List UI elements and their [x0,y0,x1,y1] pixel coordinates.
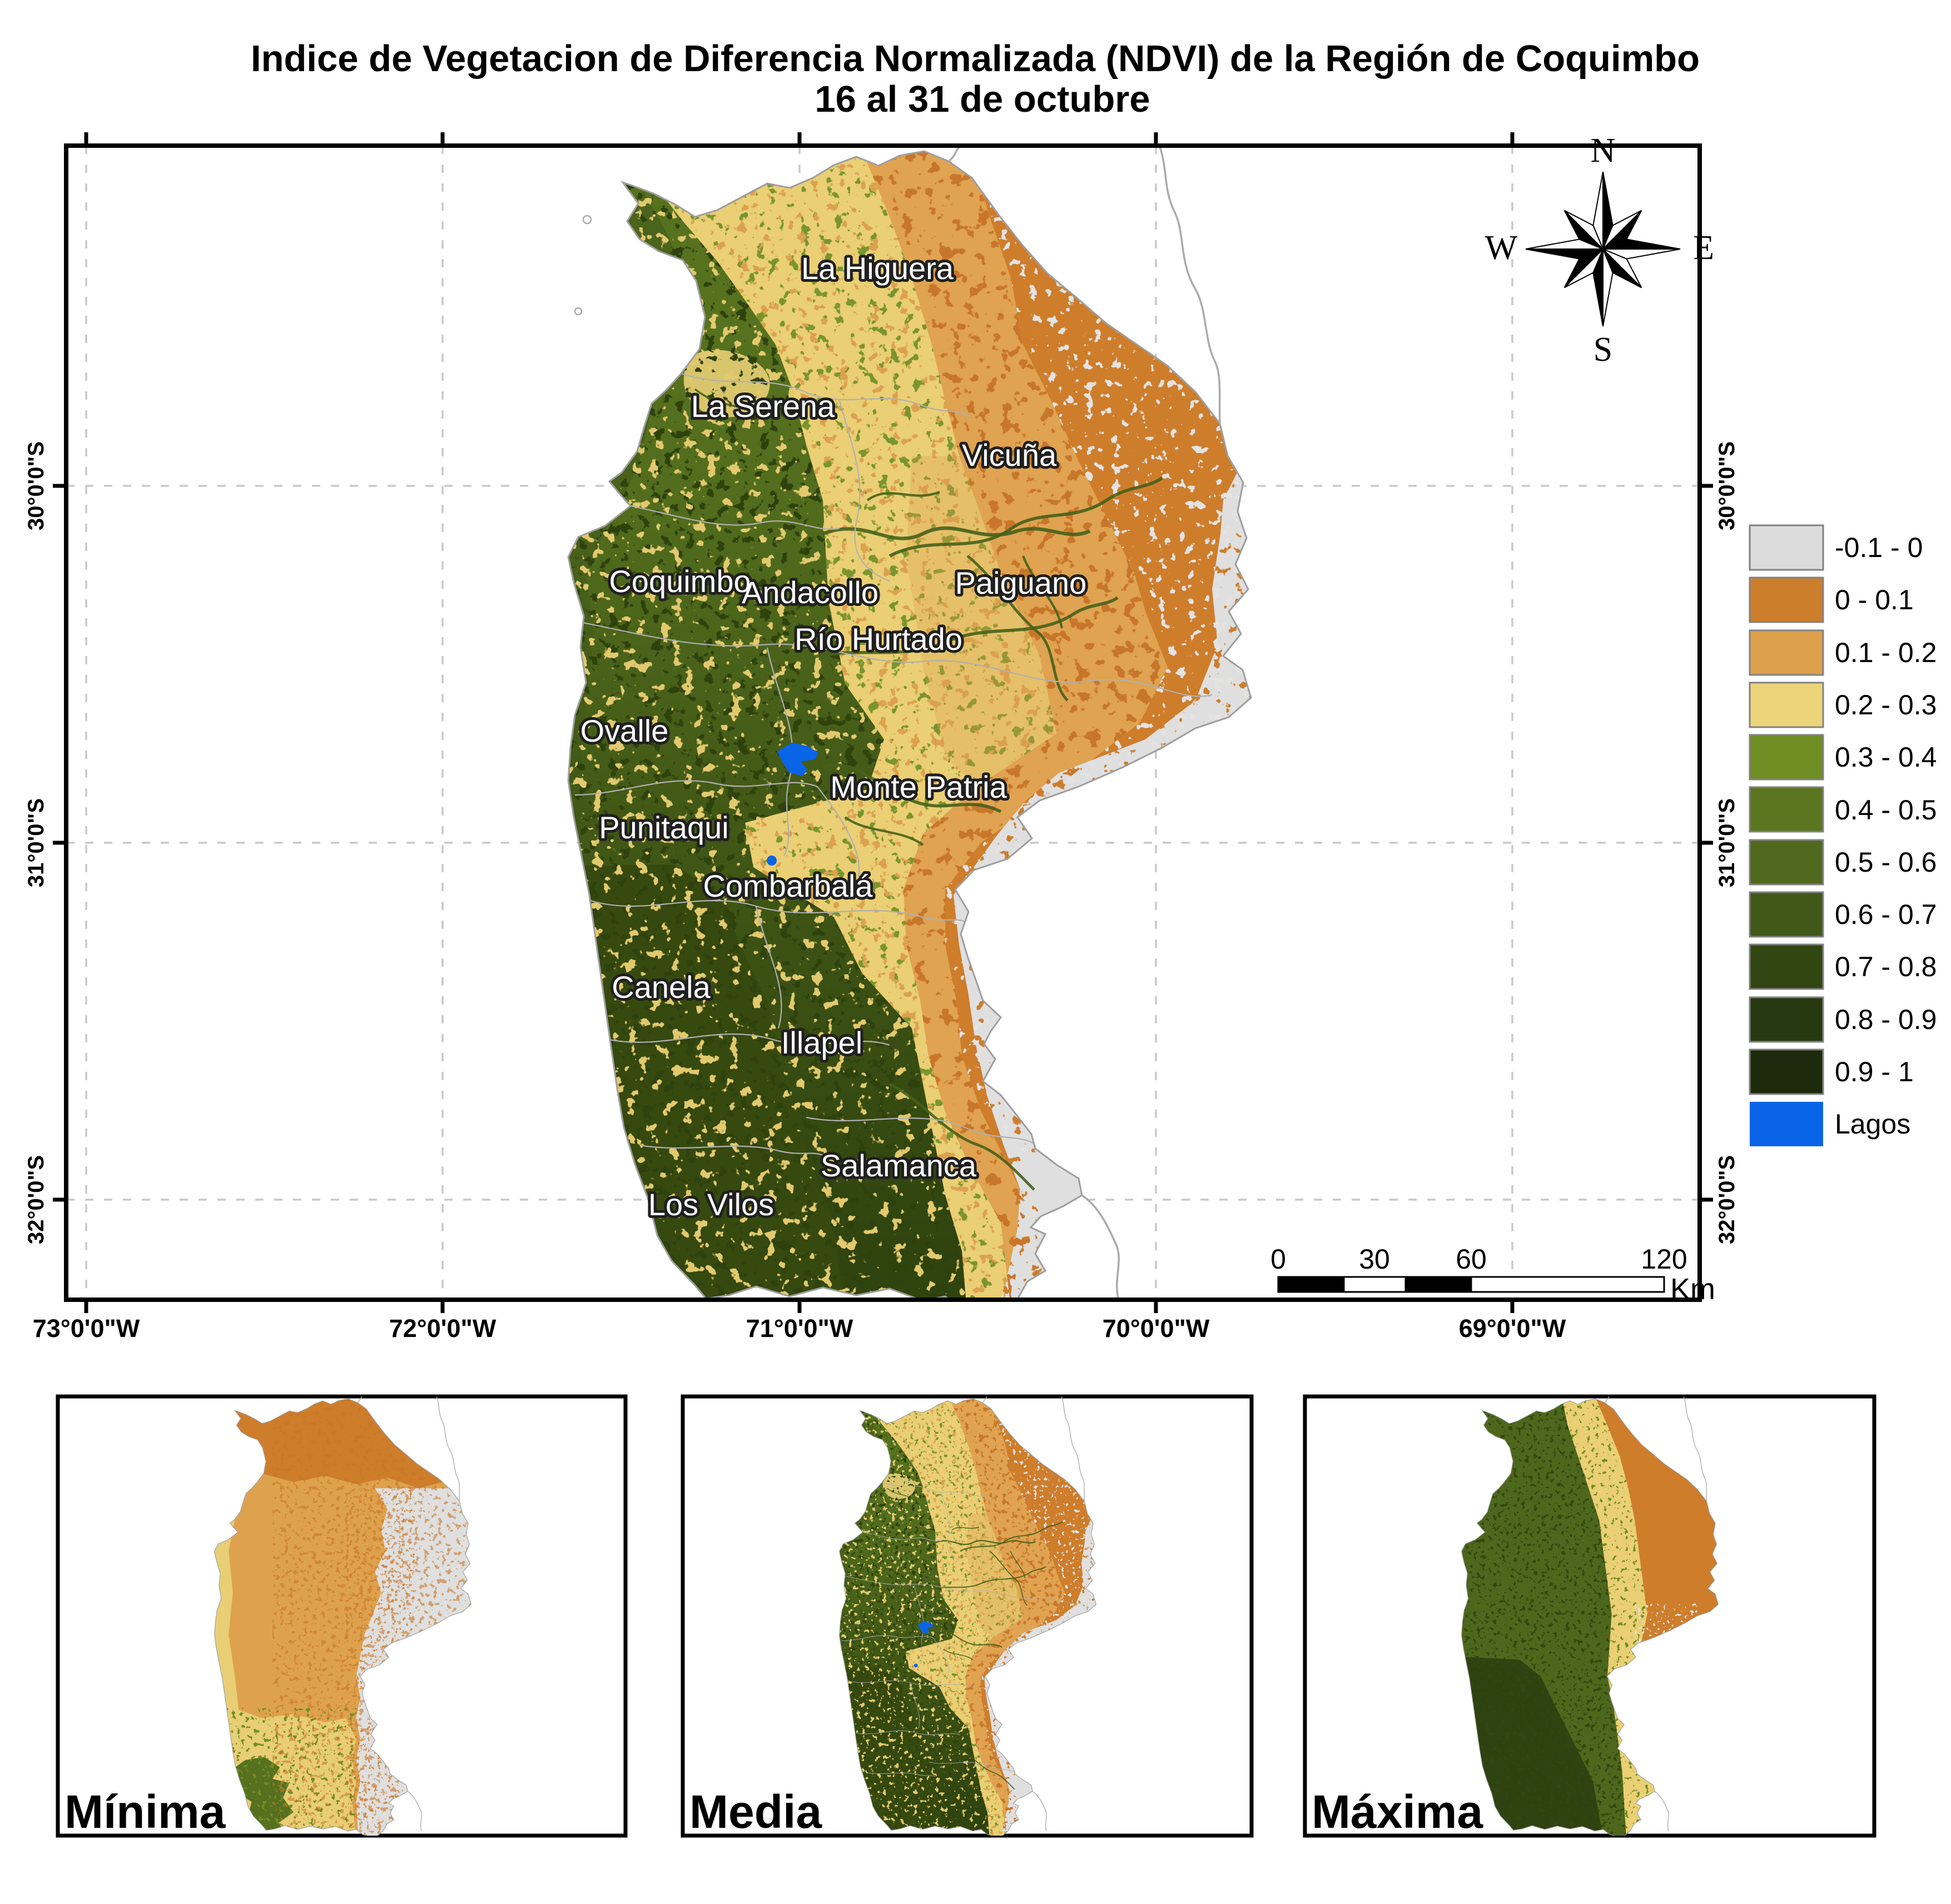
svg-text:0.3 - 0.4: 0.3 - 0.4 [1835,742,1937,773]
svg-text:30°0'0"S: 30°0'0"S [1715,441,1739,530]
svg-text:Paiguano: Paiguano [955,565,1087,600]
svg-text:Coquimbo: Coquimbo [609,564,751,599]
svg-text:0.9 - 1: 0.9 - 1 [1835,1056,1914,1087]
svg-text:32°0'0"S: 32°0'0"S [1715,1155,1739,1244]
svg-text:La Serena: La Serena [691,389,835,424]
svg-text:Río Hurtado: Río Hurtado [795,622,962,657]
svg-text:Vicuña: Vicuña [962,438,1057,473]
svg-text:72°0'0"W: 72°0'0"W [389,1314,497,1343]
svg-text:30°0'0"S: 30°0'0"S [24,441,48,530]
svg-text:Máxima: Máxima [1312,1786,1483,1838]
svg-text:0.8 - 0.9: 0.8 - 0.9 [1835,1004,1937,1035]
svg-text:71°0'0"W: 71°0'0"W [746,1314,853,1343]
svg-text:31°0'0"S: 31°0'0"S [1715,798,1739,887]
svg-text:Los Vilos: Los Vilos [648,1187,774,1222]
svg-text:0.2 - 0.3: 0.2 - 0.3 [1835,689,1937,720]
svg-text:Mínima: Mínima [64,1786,226,1838]
svg-text:La Higuera: La Higuera [801,251,954,286]
svg-text:W: W [1485,229,1518,267]
svg-text:30: 30 [1359,1244,1390,1275]
svg-text:73°0'0"W: 73°0'0"W [33,1314,140,1343]
svg-text:0.1 - 0.2: 0.1 - 0.2 [1835,637,1937,668]
svg-text:Río Hurtado: Río Hurtado [795,622,962,657]
svg-text:Canela: Canela [612,970,711,1005]
svg-text:Monte Patria: Monte Patria [830,769,1007,804]
svg-text:E: E [1693,229,1714,267]
svg-text:0: 0 [1270,1244,1286,1275]
svg-text:Coquimbo: Coquimbo [609,564,751,599]
svg-text:0.4 - 0.5: 0.4 - 0.5 [1835,794,1937,826]
svg-text:Andacollo: Andacollo [742,575,878,610]
svg-text:Lagos: Lagos [1835,1108,1910,1140]
svg-text:Salamanca: Salamanca [821,1148,977,1183]
svg-text:Combarbalá: Combarbalá [703,868,873,903]
svg-text:31°0'0"S: 31°0'0"S [24,798,48,887]
svg-text:69°0'0"W: 69°0'0"W [1459,1314,1566,1343]
svg-text:70°0'0"W: 70°0'0"W [1103,1314,1210,1343]
svg-text:N: N [1591,132,1616,170]
svg-text:120: 120 [1641,1244,1687,1275]
svg-text:S: S [1593,331,1612,369]
svg-text:Combarbalá: Combarbalá [703,868,873,903]
svg-text:Los Vilos: Los Vilos [648,1187,774,1222]
svg-text:Media: Media [689,1786,822,1838]
svg-text:Andacollo: Andacollo [742,575,878,610]
svg-text:Illapel: Illapel [781,1025,862,1060]
svg-text:0.6 - 0.7: 0.6 - 0.7 [1835,899,1937,930]
svg-text:0.7 - 0.8: 0.7 - 0.8 [1835,951,1937,982]
svg-text:0.5 - 0.6: 0.5 - 0.6 [1835,847,1937,878]
svg-text:Ovalle: Ovalle [580,713,669,748]
svg-text:32°0'0"S: 32°0'0"S [24,1155,48,1244]
svg-text:0 - 0.1: 0 - 0.1 [1835,584,1914,615]
svg-text:Salamanca: Salamanca [821,1148,977,1183]
svg-text:Punitaqui: Punitaqui [599,810,729,845]
svg-text:16 al 31 de octubre: 16 al 31 de octubre [815,78,1150,120]
svg-text:60: 60 [1456,1244,1487,1275]
svg-text:Paiguano: Paiguano [955,565,1087,600]
svg-text:Km: Km [1670,1272,1715,1306]
svg-text:Monte Patria: Monte Patria [830,769,1007,804]
svg-text:-0.1 - 0: -0.1 - 0 [1835,532,1923,563]
svg-text:Ovalle: Ovalle [580,713,669,748]
svg-text:Illapel: Illapel [781,1025,862,1060]
svg-text:Vicuña: Vicuña [962,438,1057,473]
svg-text:Canela: Canela [612,970,711,1005]
svg-text:Punitaqui: Punitaqui [599,810,729,845]
svg-text:Indice de Vegetacion de Difere: Indice de Vegetacion de Diferencia Norma… [251,38,1700,79]
svg-text:La Serena: La Serena [691,389,835,424]
svg-text:La Higuera: La Higuera [801,251,954,286]
